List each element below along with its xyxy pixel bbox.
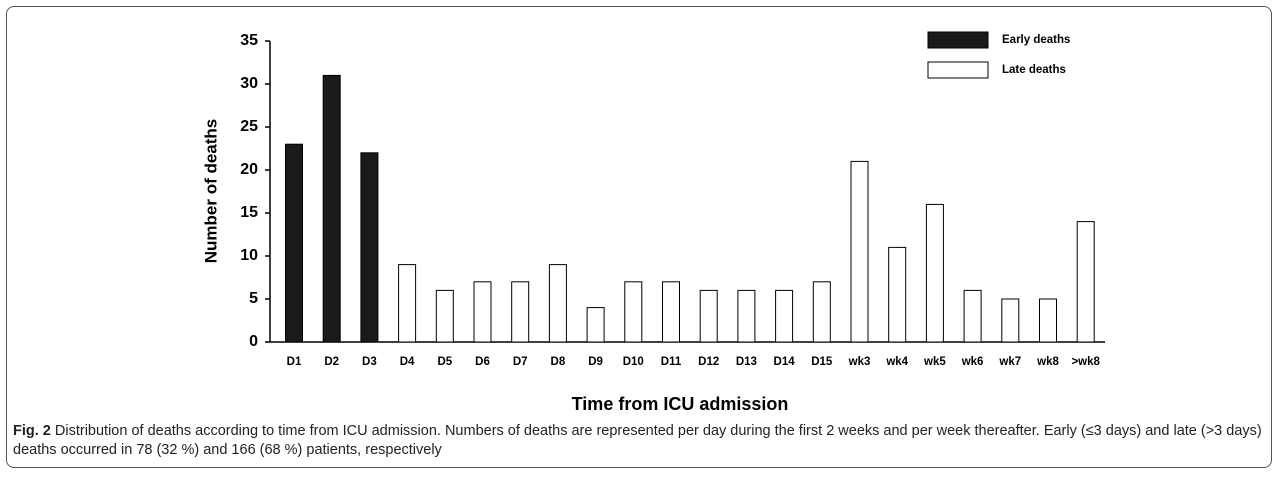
- x-tick-label: D6: [475, 356, 490, 368]
- x-tick-label: wk6: [961, 356, 984, 368]
- x-tick-label: D2: [324, 356, 339, 368]
- bar: [850, 160, 869, 343]
- bar: [511, 281, 530, 343]
- bar: [925, 203, 944, 343]
- bar: [398, 264, 417, 343]
- x-tick-label: D7: [513, 356, 528, 368]
- x-tick-label: D14: [774, 356, 796, 368]
- bar: [624, 281, 643, 343]
- bar: [285, 143, 303, 343]
- x-tick-label: wk4: [885, 356, 908, 368]
- x-tick-label: >wk8: [1071, 356, 1100, 368]
- legend-swatch: [927, 61, 989, 79]
- bar: [473, 281, 492, 343]
- legend-label: Late deaths: [1002, 64, 1066, 76]
- x-tick-label: D12: [698, 356, 719, 368]
- x-tick-label: wk8: [1036, 356, 1059, 368]
- x-tick-label: wk5: [923, 356, 946, 368]
- y-tick-label: 35: [240, 32, 258, 49]
- x-tick-label: D9: [588, 356, 603, 368]
- y-tick-label: 30: [240, 75, 258, 92]
- bar: [775, 289, 794, 343]
- y-tick-label: 0: [249, 333, 258, 350]
- y-tick-label: 10: [240, 247, 258, 264]
- legend-swatch: [927, 31, 989, 49]
- bar: [737, 289, 756, 343]
- x-tick-label: D5: [437, 356, 452, 368]
- bar: [586, 307, 605, 343]
- bar: [360, 152, 379, 343]
- bar: [322, 74, 341, 343]
- x-tick-label: D15: [811, 356, 833, 368]
- x-tick-label: wk7: [998, 356, 1021, 368]
- x-tick-label: D10: [623, 356, 644, 368]
- x-axis-label: Time from ICU admission: [572, 394, 789, 414]
- x-tick-label: D4: [400, 356, 415, 368]
- y-tick-label: 25: [240, 118, 258, 135]
- bar: [662, 281, 680, 343]
- x-tick-label: D3: [362, 356, 377, 368]
- x-tick-label: D13: [736, 356, 757, 368]
- bar: [812, 281, 831, 343]
- bar: [1076, 221, 1095, 343]
- y-tick-label: 5: [249, 290, 258, 307]
- bar: [435, 289, 454, 343]
- bar: [699, 289, 718, 343]
- x-tick-label: wk3: [848, 356, 871, 368]
- x-tick-label: D1: [287, 356, 302, 368]
- bar: [1039, 298, 1057, 343]
- caption-text: Distribution of deaths according to time…: [13, 423, 1262, 458]
- bar: [888, 246, 907, 343]
- y-axis-label: Number of deaths: [201, 119, 220, 264]
- caption: Fig. 2 Distribution of deaths according …: [13, 422, 1268, 459]
- chart: Number of deaths Time from ICU admission…: [201, 31, 1105, 414]
- x-tick-label: D11: [661, 356, 682, 368]
- bar: [963, 289, 982, 343]
- x-tick-label: D8: [551, 356, 566, 368]
- bar: [1001, 298, 1020, 343]
- legend-label: Early deaths: [1002, 34, 1070, 46]
- y-tick-label: 20: [240, 161, 258, 178]
- caption-label: Fig. 2: [13, 423, 51, 439]
- bar: [548, 264, 567, 343]
- figure-frame: [6, 6, 1272, 468]
- y-tick-label: 15: [240, 204, 258, 221]
